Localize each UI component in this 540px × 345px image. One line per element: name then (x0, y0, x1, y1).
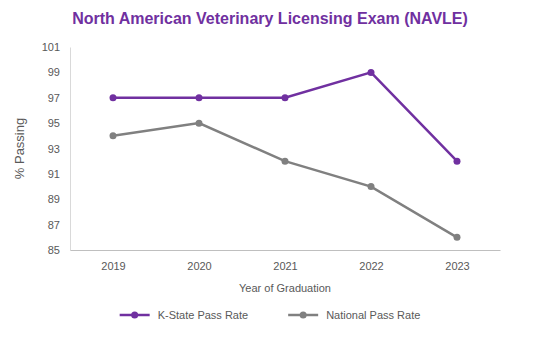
title: North American Veterinary Licensing Exam… (72, 10, 468, 27)
y-tick: 89 (48, 193, 70, 205)
series-marker (110, 132, 117, 139)
x-axis-title: Year of Graduation (239, 282, 331, 294)
plot: 85 87 89 91 93 95 97 99 101 2019 2020 2021 2022 2023 (42, 41, 501, 272)
legend-marker (300, 312, 307, 319)
y-tick: 87 (48, 219, 70, 231)
y-tick: 101 (42, 41, 70, 53)
y-axis-title: % Passing (12, 118, 27, 179)
y-tick-label: 85 (48, 244, 60, 256)
series-marker (454, 234, 461, 241)
legend-marker (131, 312, 138, 319)
x-tick: 2021 (273, 250, 297, 272)
x-tick: 2020 (187, 250, 211, 272)
x-tick-label: 2020 (187, 260, 211, 272)
x-tick-label: 2022 (359, 260, 383, 272)
x-tick: 2023 (445, 250, 469, 272)
legend-item: K-State Pass Rate (120, 309, 249, 321)
x-tick: 2019 (101, 250, 125, 272)
y-tick: 97 (48, 92, 70, 104)
series-line (113, 123, 457, 237)
y-tick-label: 87 (48, 219, 60, 231)
y-tick-label: 99 (48, 66, 60, 78)
y-tick: 85 (48, 244, 70, 256)
y-axis-line (70, 48, 71, 251)
series-marker (454, 158, 461, 165)
chart: North American Veterinary Licensing Exam… (0, 0, 540, 345)
y-tick-label: 93 (48, 143, 60, 155)
series-marker (110, 94, 117, 101)
y-tick-label: 97 (48, 92, 60, 104)
y-tick-label: 89 (48, 193, 60, 205)
y-tick-label: 101 (42, 41, 60, 53)
y-tick: 95 (48, 117, 70, 129)
legend: K-State Pass Rate National Pass Rate (120, 309, 421, 321)
x-tick-label: 2023 (445, 260, 469, 272)
y-axis: 85 87 89 91 93 95 97 99 101 (42, 41, 71, 256)
y-tick: 91 (48, 168, 70, 180)
legend-label: K-State Pass Rate (158, 309, 249, 321)
series-marker (196, 94, 203, 101)
series-marker (282, 94, 289, 101)
x-axis: 2019 2020 2021 2022 2023 (71, 250, 501, 272)
series-marker (196, 120, 203, 127)
x-tick-label: 2021 (273, 260, 297, 272)
series-marker (368, 183, 375, 190)
series-line (113, 72, 457, 161)
y-tick-label: 91 (48, 168, 60, 180)
y-tick: 99 (48, 66, 70, 78)
legend-item: National Pass Rate (288, 309, 420, 321)
series-marker (282, 158, 289, 165)
x-tick: 2022 (359, 250, 383, 272)
legend-label: National Pass Rate (326, 309, 420, 321)
series-group (110, 69, 461, 241)
series-marker (368, 69, 375, 76)
y-tick-label: 95 (48, 117, 60, 129)
x-tick-label: 2019 (101, 260, 125, 272)
x-axis-line (71, 250, 501, 251)
y-tick: 93 (48, 143, 70, 155)
